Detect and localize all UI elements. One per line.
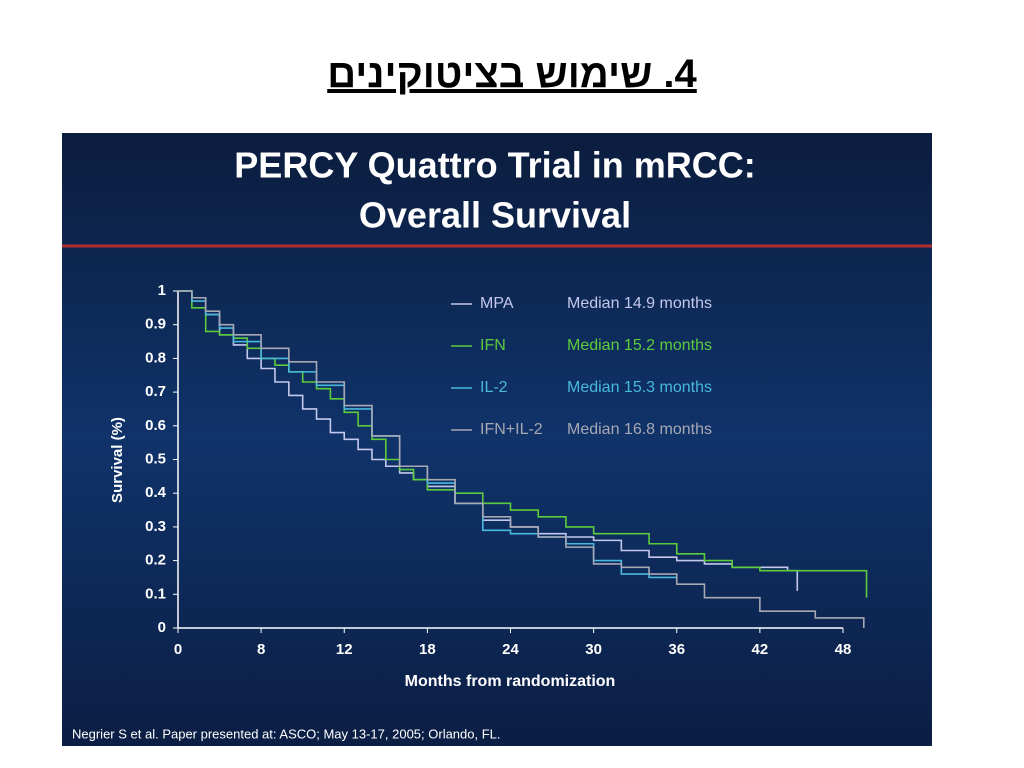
page-title: 4. שימוש בציטוקינים bbox=[327, 52, 697, 96]
x-tick-label: 42 bbox=[752, 641, 769, 658]
y-tick-label: 0.9 bbox=[145, 316, 166, 333]
x-axis-label: Months from randomization bbox=[405, 673, 616, 690]
x-tick-label: 48 bbox=[835, 641, 852, 658]
legend-median: Median 14.9 months bbox=[567, 295, 712, 312]
x-tick-label: 36 bbox=[668, 641, 685, 658]
y-axis-label: Survival (%) bbox=[109, 417, 126, 503]
chart-title: PERCY Quattro Trial in mRCC: bbox=[234, 145, 755, 186]
x-tick-label: 8 bbox=[257, 641, 265, 658]
y-tick-label: 0.2 bbox=[145, 552, 166, 569]
y-tick-label: 0.7 bbox=[145, 383, 166, 400]
x-tick-label: 30 bbox=[585, 641, 602, 658]
survival-curve bbox=[178, 290, 865, 628]
y-tick-label: 0.3 bbox=[145, 518, 166, 535]
y-tick-label: 0 bbox=[158, 619, 166, 636]
x-tick-label: 24 bbox=[502, 641, 519, 658]
legend-label: IFN+IL-2 bbox=[480, 421, 543, 438]
legend-median: Median 15.2 months bbox=[567, 337, 712, 354]
x-tick-label: 12 bbox=[336, 641, 353, 658]
y-tick-label: 0.6 bbox=[145, 417, 166, 434]
legend-label: IFN bbox=[480, 337, 506, 354]
y-tick-label: 1 bbox=[158, 282, 166, 299]
x-tick-label: 0 bbox=[174, 641, 182, 658]
legend-label: IL-2 bbox=[480, 379, 508, 396]
survival-curve bbox=[178, 290, 868, 598]
x-tick-label: 18 bbox=[419, 641, 436, 658]
y-tick-label: 0.8 bbox=[145, 349, 166, 366]
legend-label: MPA bbox=[480, 295, 514, 312]
panel bbox=[62, 133, 932, 746]
y-tick-label: 0.4 bbox=[145, 484, 167, 501]
y-tick-label: 0.1 bbox=[145, 585, 166, 602]
legend-median: Median 15.3 months bbox=[567, 379, 712, 396]
chart-subtitle: Overall Survival bbox=[359, 195, 631, 236]
y-tick-label: 0.5 bbox=[145, 450, 166, 467]
source-note: Negrier S et al. Paper presented at: ASC… bbox=[72, 726, 501, 741]
legend-median: Median 16.8 months bbox=[567, 421, 712, 438]
